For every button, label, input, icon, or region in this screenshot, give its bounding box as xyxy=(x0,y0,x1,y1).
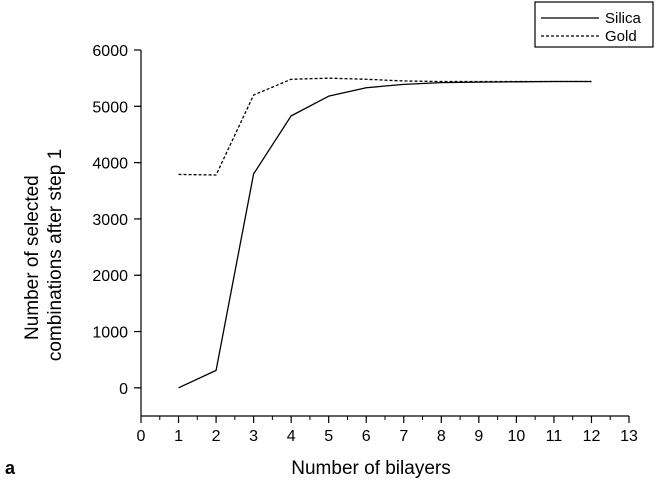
y-tick-label: 0 xyxy=(119,381,128,398)
y-axis-title: Number of selected combinations after st… xyxy=(22,149,66,361)
x-axis-title: Number of bilayers xyxy=(291,458,450,479)
x-tick-label: 3 xyxy=(249,428,258,445)
x-tick-label: 8 xyxy=(437,428,446,445)
x-axis-ticks: 0 1 2 3 4 5 6 7 8 9 10 11 12 13 xyxy=(137,416,638,445)
x-tick-label: 6 xyxy=(362,428,371,445)
series-layer xyxy=(178,77,592,389)
y-tick-label: 3000 xyxy=(92,212,128,229)
y-axis-title-line-2: combinations after step 1 xyxy=(45,149,66,361)
x-tick-label: 5 xyxy=(324,428,333,445)
y-tick-label: 2000 xyxy=(92,268,128,285)
y-axis-ticks: 0 1000 2000 3000 4000 5000 6000 xyxy=(92,43,141,398)
legend-label-gold: Gold xyxy=(605,28,637,45)
y-tick-label: 1000 xyxy=(92,325,128,342)
y-tick-label: 4000 xyxy=(92,156,128,173)
x-tick-label: 13 xyxy=(620,428,638,445)
y-tick-label: 6000 xyxy=(92,43,128,60)
panel-label: a xyxy=(5,458,16,478)
y-axis-title-line-1: Number of selected xyxy=(22,175,43,340)
legend: Silica Gold xyxy=(534,1,654,48)
legend-label-silica: Silica xyxy=(605,10,642,27)
x-tick-label: 0 xyxy=(137,428,146,445)
legend-box xyxy=(534,1,654,48)
x-tick-label: 11 xyxy=(546,428,563,445)
x-tick-label: 12 xyxy=(583,428,601,445)
x-tick-label: 4 xyxy=(287,428,296,445)
x-tick-label: 7 xyxy=(399,428,408,445)
x-tick-label: 2 xyxy=(212,428,221,445)
series-line-gold xyxy=(178,77,592,176)
plot-area: 0 1 2 3 4 5 6 7 8 9 10 11 12 13 010002000300040005000… xyxy=(92,43,638,445)
x-tick-label: 10 xyxy=(507,428,525,445)
x-tick-label: 1 xyxy=(174,428,183,445)
x-tick-label: 9 xyxy=(474,428,483,445)
series-line-silica xyxy=(178,80,592,389)
y-tick-label: 5000 xyxy=(92,99,128,116)
